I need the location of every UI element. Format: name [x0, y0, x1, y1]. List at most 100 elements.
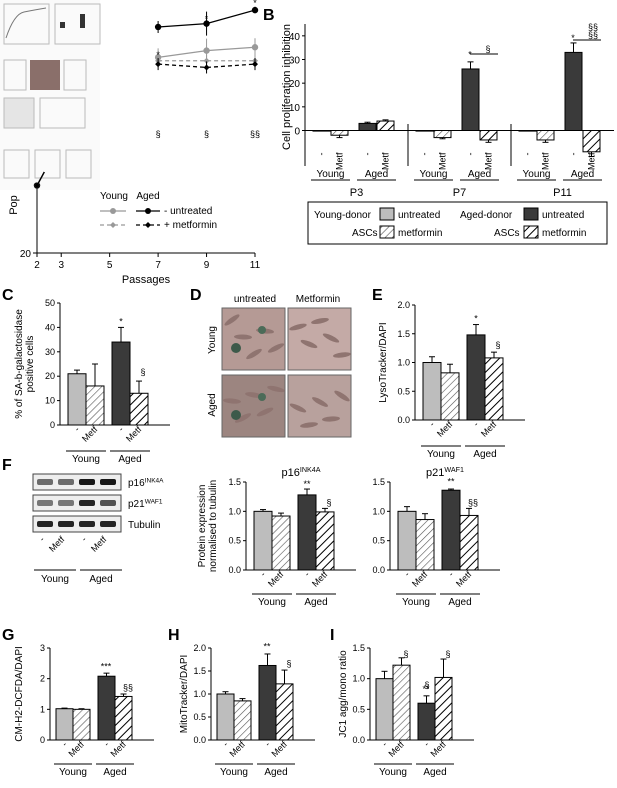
bar	[271, 515, 291, 571]
significance-mark: **	[303, 479, 311, 489]
y-axis-label: Cell proliferation inhibition	[281, 24, 293, 150]
blot-band	[37, 500, 53, 506]
series-line	[36, 171, 45, 186]
column-label: Metformin	[296, 294, 340, 305]
y-tick-label: 1.0	[352, 674, 365, 684]
significance-mark: §	[445, 649, 450, 659]
bar	[564, 51, 583, 131]
panel-letter-i: I	[330, 627, 334, 644]
bar-label: -	[302, 569, 311, 578]
cell-shape	[334, 390, 350, 402]
bar-label: Metf	[438, 152, 448, 170]
cell-shape	[322, 416, 340, 422]
lane-label: Metf	[47, 534, 67, 554]
lane-label: -	[79, 534, 88, 543]
y-tick-label: 0.5	[397, 386, 410, 396]
legend-swatch	[379, 207, 395, 221]
bar	[440, 372, 460, 421]
legend-marker	[145, 222, 151, 228]
bar-label: Metf	[454, 569, 474, 589]
bar-label: -	[471, 419, 480, 428]
y-tick-label: 20	[20, 249, 32, 260]
significance-mark: *	[156, 50, 160, 60]
bar	[459, 514, 479, 571]
bar-label: -	[402, 569, 411, 578]
bar	[376, 120, 395, 131]
bar-label: -	[116, 424, 125, 433]
cell-shape	[267, 385, 285, 393]
bar-label: -	[102, 739, 111, 748]
legend-group-label: Young-donor	[314, 210, 372, 221]
blot-strip	[32, 494, 122, 512]
bar	[258, 664, 277, 741]
passage-label: P11	[553, 187, 572, 199]
cell-shape	[300, 422, 318, 428]
data-point	[154, 23, 162, 31]
y-tick-label: 1.0	[372, 506, 385, 516]
bar	[67, 373, 87, 426]
bar	[397, 510, 417, 571]
group-label: Aged	[118, 454, 141, 465]
panel-letter-g: G	[2, 627, 14, 644]
cell-shape	[289, 323, 307, 331]
x-axis-label: Passages	[122, 274, 171, 286]
panel-letter-c: C	[2, 287, 14, 304]
x-tick-label: 7	[155, 260, 161, 271]
significance-mark: §	[403, 649, 408, 659]
y-axis-label: MitoTracker/DAPI	[179, 655, 190, 734]
blot-band	[79, 500, 95, 506]
blot-band	[79, 521, 95, 527]
significance-mark: §	[495, 340, 500, 350]
bar-label: -	[427, 419, 436, 428]
bar-label: -	[420, 153, 430, 156]
significance-mark: §	[485, 44, 490, 54]
y-tick-label: 0.0	[193, 735, 206, 745]
bar-label: -	[317, 153, 327, 156]
legend-group-label: ASCs	[352, 228, 378, 239]
group-label: Aged	[89, 574, 112, 585]
bar-label: Metf	[479, 419, 499, 439]
panel-c-sa-beta-gal-chart: 0 10 20 30 40 50 % of SA-b-galactosidase positi…	[14, 298, 170, 465]
blot-label: p21WAF1	[128, 499, 163, 511]
bar	[55, 708, 74, 741]
group-label: Aged	[473, 449, 496, 460]
bar-label: Metf	[428, 739, 448, 759]
y-tick-label: 0.5	[228, 536, 241, 546]
y-axis-label: % of SA-b-galactosidase	[14, 309, 25, 419]
blot-band	[100, 479, 116, 485]
bar-label: Metf	[124, 424, 144, 444]
bar-label: Metf	[381, 152, 391, 170]
significance-mark: §§	[123, 682, 133, 692]
bar-label: Metf	[484, 152, 494, 170]
bar	[97, 675, 116, 741]
blot-strip	[32, 515, 122, 533]
y-axis-label: Protein expression	[197, 485, 208, 568]
legend-swatch	[379, 225, 395, 239]
bar	[114, 695, 133, 741]
significance-mark: **	[447, 477, 455, 487]
group-label: Aged	[304, 597, 327, 608]
bar-label: Metf	[310, 569, 330, 589]
data-point	[252, 61, 258, 68]
group-label: Young	[427, 449, 455, 460]
blot-band	[58, 500, 74, 506]
group-label: Young	[72, 454, 100, 465]
y-axis-label: LysoTracker/DAPI	[378, 322, 389, 402]
y-tick-label: 1.5	[372, 477, 385, 487]
y-axis-label: positive cells	[25, 336, 36, 393]
cell-shape	[311, 318, 329, 324]
y-tick-label: 3	[40, 643, 45, 653]
y-axis-label: Pop	[8, 195, 20, 215]
y-tick-label: 0	[294, 127, 300, 138]
blot-band	[100, 500, 116, 506]
legend-header: Young	[100, 191, 128, 202]
y-tick-label: 1.0	[397, 358, 410, 368]
bar	[441, 489, 461, 571]
chart-title: p16INK4A	[282, 466, 321, 479]
passage-label: P7	[453, 187, 466, 199]
data-point	[34, 182, 40, 189]
legend-group-label: Aged-donor	[460, 210, 513, 221]
